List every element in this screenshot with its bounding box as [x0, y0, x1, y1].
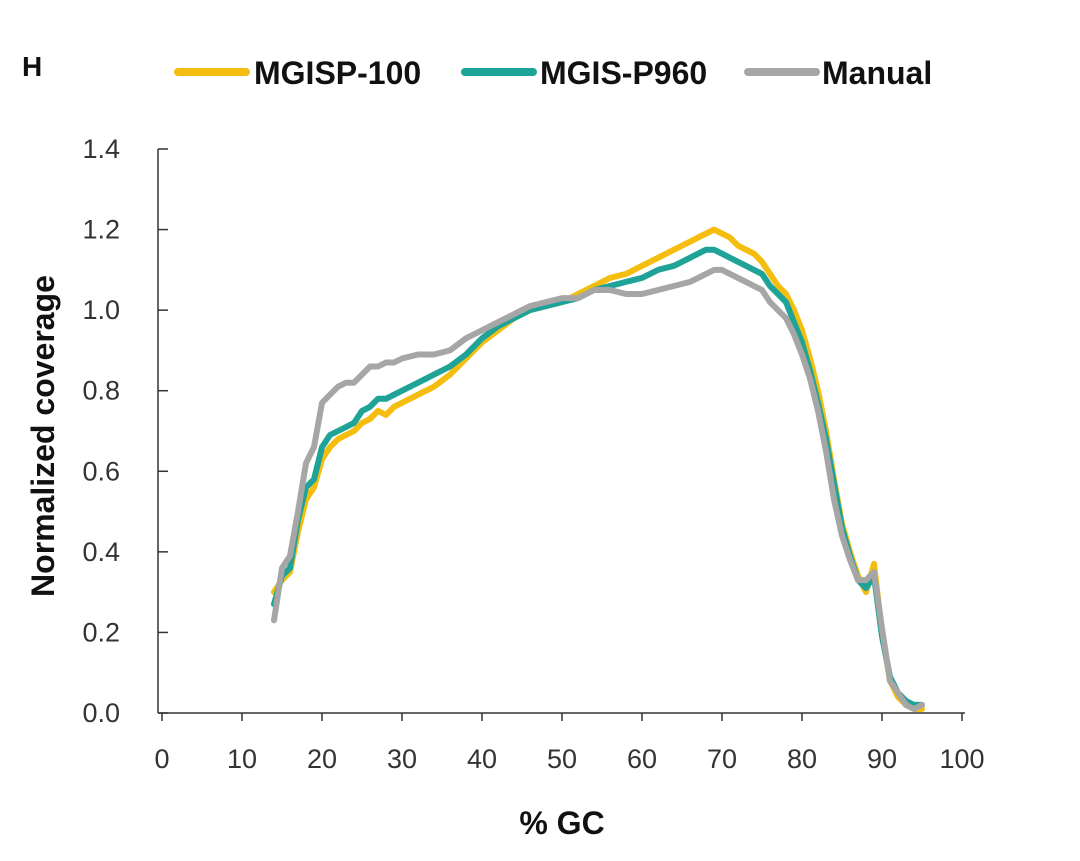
x-tick-label: 80 — [787, 744, 817, 774]
x-tick-label: 60 — [627, 744, 657, 774]
y-tick-label: 1.2 — [82, 215, 120, 245]
legend-label-mgisp-100: MGISP-100 — [254, 55, 421, 91]
legend: MGISP-100 MGIS-P960 Manual — [174, 55, 932, 91]
x-tick-label: 100 — [939, 744, 984, 774]
x-tick-label: 0 — [154, 744, 169, 774]
y-axis-title: Normalized coverage — [25, 275, 61, 597]
x-tick-label: 90 — [867, 744, 897, 774]
legend-label-mgis-p960: MGIS-P960 — [540, 55, 707, 91]
y-tick-label: 1.4 — [82, 134, 120, 164]
series-line-mgisp-100 — [271, 226, 925, 712]
y-tick-label: 1.0 — [82, 295, 120, 325]
x-tick-label: 10 — [227, 744, 257, 774]
y-tick-label: 0.4 — [82, 537, 120, 567]
x-tick-label: 70 — [707, 744, 737, 774]
series-group — [271, 226, 925, 712]
x-tick-label: 40 — [467, 744, 497, 774]
x-tick-label: 20 — [307, 744, 337, 774]
x-tick-label: 50 — [547, 744, 577, 774]
series-line-manual — [271, 266, 925, 712]
y-tick-label: 0.0 — [82, 698, 120, 728]
x-ticks: 0 10 20 30 40 50 60 70 80 90 100 — [154, 713, 985, 774]
x-axis-title: % GC — [519, 805, 604, 841]
x-tick-label: 30 — [387, 744, 417, 774]
y-tick-label: 0.2 — [82, 617, 120, 647]
series-line-mgis-p960 — [271, 246, 925, 708]
axes — [157, 149, 965, 714]
y-tick-label: 0.8 — [82, 376, 120, 406]
legend-label-manual: Manual — [822, 55, 932, 91]
y-ticks: 0.0 0.2 0.4 0.6 0.8 1.0 1.2 1.4 — [82, 134, 168, 728]
panel-label: H — [22, 51, 42, 82]
y-tick-label: 0.6 — [82, 456, 120, 486]
